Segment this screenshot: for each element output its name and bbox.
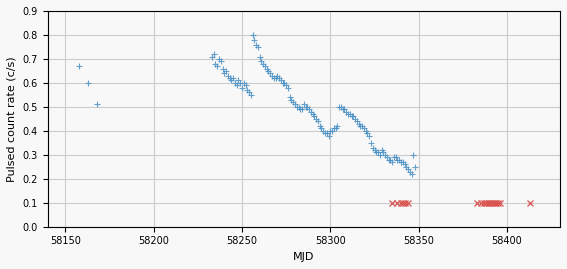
X-axis label: MJD: MJD: [293, 252, 315, 262]
Y-axis label: Pulsed count rate (c/s): Pulsed count rate (c/s): [7, 56, 17, 182]
